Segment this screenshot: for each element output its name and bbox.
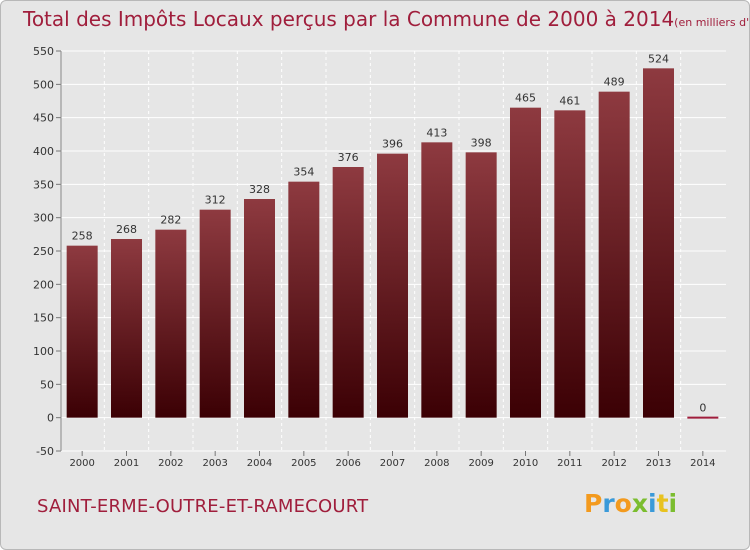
y-tick-label: 400 xyxy=(33,145,54,158)
bar-2001 xyxy=(111,239,142,418)
x-tick-label: 2011 xyxy=(557,458,582,469)
value-label: 268 xyxy=(116,223,137,236)
value-label: 461 xyxy=(559,94,580,107)
commune-name: SAINT-ERME-OUTRE-ET-RAMECOURT xyxy=(37,496,369,517)
x-tick-label: 2007 xyxy=(380,458,405,469)
x-tick-label: 2004 xyxy=(247,458,272,469)
bar-2003 xyxy=(199,209,231,418)
value-label: 396 xyxy=(382,138,403,151)
bar-2000 xyxy=(66,245,98,418)
y-tick-label: -50 xyxy=(36,445,54,458)
axes: -50 0 50 100 150 200 250 300 350 400 450 500 550 2000… xyxy=(33,45,716,469)
bar-2013 xyxy=(643,68,674,418)
y-tick-label: 50 xyxy=(40,378,54,391)
bar-2005 xyxy=(288,181,320,418)
x-tick-label: 2014 xyxy=(690,458,715,469)
logo-letter: P xyxy=(584,489,603,518)
value-label: 0 xyxy=(699,402,706,415)
logo-letter: o xyxy=(614,489,632,518)
bar-2010 xyxy=(510,107,541,418)
value-label: 376 xyxy=(338,151,359,164)
value-label: 524 xyxy=(648,52,669,65)
value-label: 398 xyxy=(471,136,492,149)
value-label: 282 xyxy=(160,214,181,227)
logo-letter: r xyxy=(602,489,615,518)
logo-letter: i xyxy=(648,489,657,518)
bar-2011 xyxy=(554,110,586,418)
y-tick-label: 350 xyxy=(33,178,54,191)
value-label: 328 xyxy=(249,183,270,196)
x-tick-label: 2008 xyxy=(424,458,449,469)
y-tick-label: 300 xyxy=(33,212,54,225)
x-tick-label: 2006 xyxy=(335,458,360,469)
chart-title-unit: (en milliers d'€) xyxy=(674,16,750,29)
y-tick-label: 0 xyxy=(47,412,54,425)
value-label: 489 xyxy=(604,76,625,89)
bar-2008 xyxy=(421,142,453,418)
y-tick-label: 200 xyxy=(33,278,54,291)
x-tick-label: 2010 xyxy=(513,458,538,469)
bar-2004 xyxy=(244,199,275,418)
y-tick-label: 100 xyxy=(33,345,54,358)
x-tick-label: 2012 xyxy=(601,458,626,469)
y-tick-label: 450 xyxy=(33,112,54,125)
y-tick-label: 150 xyxy=(33,312,54,325)
logo-letter: i xyxy=(668,489,678,518)
x-tick-label: 2013 xyxy=(646,458,671,469)
chart-title: Total des Impôts Locaux perçus par la Co… xyxy=(23,7,750,31)
x-tick-label: 2005 xyxy=(291,458,316,469)
x-tick-label: 2003 xyxy=(202,458,227,469)
bar-2002 xyxy=(155,229,187,418)
logo-letter: x xyxy=(631,489,648,518)
x-tick-label: 2001 xyxy=(114,458,139,469)
value-label: 465 xyxy=(515,92,536,105)
y-tick-label: 550 xyxy=(33,45,54,58)
value-label: 354 xyxy=(293,166,314,179)
x-tick-label: 2002 xyxy=(158,458,183,469)
x-tick-label: 2000 xyxy=(69,458,94,469)
value-label: 312 xyxy=(205,194,226,207)
bar-2012 xyxy=(598,91,630,418)
proxiti-logo[interactable]: Proxiti xyxy=(584,489,677,518)
x-tick-label: 2009 xyxy=(468,458,493,469)
bar-2007 xyxy=(377,153,408,418)
bar-2006 xyxy=(332,167,364,418)
logo-letter: t xyxy=(656,489,669,518)
bars xyxy=(66,68,719,419)
chart-title-main: Total des Impôts Locaux perçus par la Co… xyxy=(23,7,675,31)
value-label: 258 xyxy=(72,230,93,243)
data-labels: 258 268 282 312 328 354 376 396 413 398 465 461 489 5… xyxy=(72,52,707,414)
bar-2009 xyxy=(465,152,497,418)
y-tick-label: 500 xyxy=(33,78,54,91)
y-tick-label: 250 xyxy=(33,245,54,258)
value-label: 413 xyxy=(426,126,447,139)
